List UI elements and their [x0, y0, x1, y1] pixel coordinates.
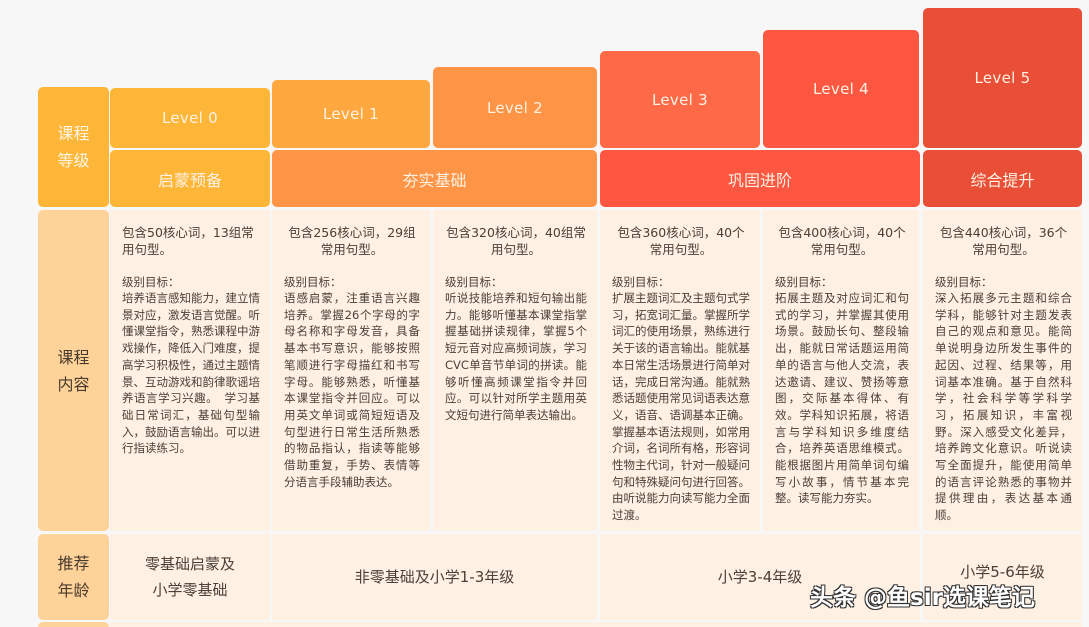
- content-summary: 包含360核心词，40个常用句型。: [617, 225, 745, 257]
- goal-label: 级别目标：: [775, 275, 833, 289]
- goal-label: 级别目标：: [445, 275, 503, 289]
- content-level-1: 包含256核心词，29组常用句型。 级别目标： 语感启蒙，注重语言兴趣培养。掌握…: [272, 210, 430, 531]
- goal-text: 扩展主题词汇及主题句式学习，拓宽词汇量。掌握所学词汇的使用场景，熟练进行关于该的…: [612, 291, 750, 523]
- level-1-header: Level 1: [272, 80, 430, 148]
- row-label-course-level: 课程 等级: [38, 87, 109, 207]
- goal-text: 培养语言感知能力，建立情景对应，激发语言觉醒。听懂课堂指令，熟悉课程中游戏操作，…: [122, 291, 260, 456]
- stage-comprehensive: 综合提升: [923, 150, 1082, 207]
- level-0-header: Level 0: [110, 88, 270, 148]
- goal-label: 级别目标：: [612, 275, 670, 289]
- content-level-5: 包含440核心词，36个常用句型。 级别目标： 深入拓展多元主题和综合学科，能够…: [923, 210, 1082, 531]
- level-2-header: Level 2: [433, 67, 597, 148]
- watermark: 头条 @鱼sir选课笔记: [810, 585, 1035, 611]
- goal-text: 拓展主题及对应词汇和句式的学习，并掌握其使用场景。鼓励长句、整段输出，能就日常话…: [775, 291, 909, 506]
- age-level-0: 零基础启蒙及 小学零基础: [110, 534, 270, 620]
- level-4-header: Level 4: [763, 30, 919, 148]
- row-label-recommended-age: 推荐 年龄: [38, 534, 109, 620]
- content-level-2: 包含320核心词，40组常用句型。 级别目标： 听说技能培养和短句输出能力。能够…: [433, 210, 597, 531]
- goal-label: 级别目标：: [122, 275, 180, 289]
- content-summary: 包含440核心词，36个常用句型。: [939, 225, 1068, 257]
- level-5-header: Level 5: [923, 8, 1082, 148]
- row-label-next: [38, 622, 109, 627]
- next-row: [110, 622, 1082, 627]
- content-level-4: 包含400核心词，40个常用句型。 级别目标： 拓展主题及对应词汇和句式的学习，…: [763, 210, 919, 531]
- age-level-3-4: 小学3-4年级: [600, 534, 920, 620]
- goal-text: 听说技能培养和短句输出能力。能够听懂基本课堂指掌握基础拼读规律，掌握5个短元音对…: [445, 291, 587, 422]
- stage-consolidation: 巩固进阶: [600, 150, 920, 207]
- content-summary: 包含400核心词，40个常用句型。: [778, 225, 906, 257]
- content-summary: 包含256核心词，29组常用句型。: [288, 225, 416, 257]
- content-summary: 包含320核心词，40组常用句型。: [446, 225, 586, 257]
- level-3-header: Level 3: [600, 51, 760, 148]
- goal-text: 深入拓展多元主题和综合学科，能够针对主题发表自己的观点和意见。能简单说明身边所发…: [935, 291, 1072, 523]
- goal-label: 级别目标：: [935, 275, 993, 289]
- goal-text: 语感启蒙，注重语言兴趣培养。掌握26个字母的字母名称和字母发音，具备基本书写意识…: [284, 291, 420, 489]
- age-level-1-2: 非零基础及小学1-3年级: [272, 534, 597, 620]
- stage-enlightenment: 启蒙预备: [110, 150, 270, 207]
- goal-label: 级别目标：: [284, 275, 342, 289]
- content-level-0: 包含50核心词，13组常用句型。 级别目标： 培养语言感知能力，建立情景对应，激…: [110, 210, 270, 531]
- row-label-course-content: 课程 内容: [38, 210, 109, 531]
- stage-foundation: 夯实基础: [272, 150, 597, 207]
- content-level-3: 包含360核心词，40个常用句型。 级别目标： 扩展主题词汇及主题句式学习，拓宽…: [600, 210, 760, 531]
- content-summary: 包含50核心词，13组常用句型。: [122, 225, 254, 257]
- age-level-5: 小学5-6年级: [923, 534, 1082, 620]
